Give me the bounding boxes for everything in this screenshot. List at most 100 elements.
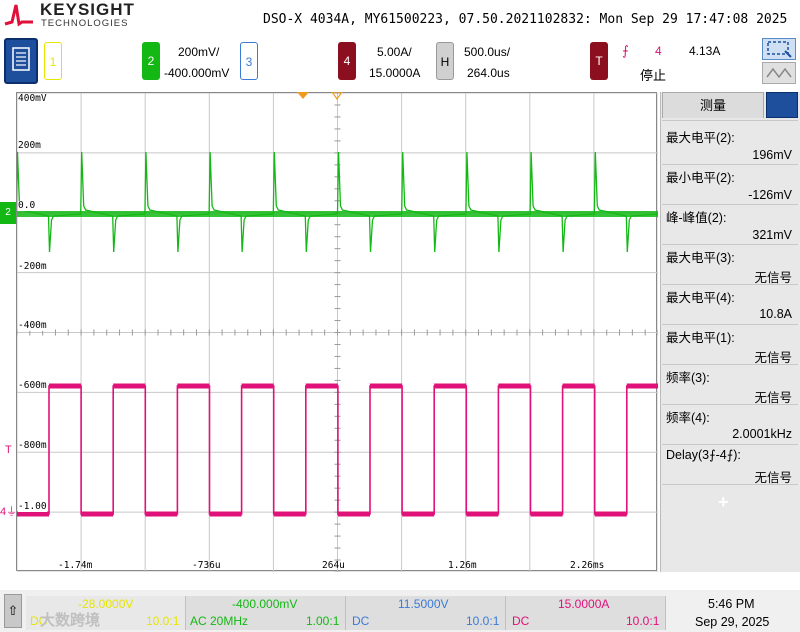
x-label-5: 2.26ms xyxy=(570,560,605,571)
meas-label-3: 峰-峰值(2): xyxy=(666,211,727,225)
waveform-icon xyxy=(766,67,792,79)
meas-separator xyxy=(662,364,798,365)
channel-1-status[interactable] xyxy=(26,596,186,630)
channel-4-offset: 15.0000A xyxy=(369,66,421,80)
ch2-offset: -400.000mV xyxy=(232,597,298,611)
trigger-level: 4.13A xyxy=(689,44,721,58)
ch4-coupling: DC xyxy=(512,614,530,628)
meas-separator xyxy=(662,324,798,325)
trigger-level-marker[interactable]: T xyxy=(5,444,12,456)
meas-label-6: 最大电平(1): xyxy=(666,331,735,345)
meas-separator xyxy=(662,444,798,445)
channel-4-button[interactable]: 4 xyxy=(338,42,356,80)
ch1-offset: -28.0000V xyxy=(78,597,134,611)
x-label-2: -736u xyxy=(192,560,221,571)
meas-label-1: 最大电平(2): xyxy=(666,131,735,145)
x-label-4: 1.26m xyxy=(448,560,477,571)
channel-4-ground-marker[interactable]: 4⏚ xyxy=(0,506,18,518)
meas-separator xyxy=(662,484,798,485)
trigger-source: 4 xyxy=(655,44,662,58)
meas-label-4: 最大电平(3): xyxy=(666,251,735,265)
meas-label-8: 频率(4): xyxy=(666,411,710,425)
meas-label-7: 频率(3): xyxy=(666,371,710,385)
trigger-position-marker-icon xyxy=(297,92,309,99)
trigger-slope-icon: ⨍ xyxy=(622,43,629,58)
time-reference-marker-icon xyxy=(331,92,343,100)
tab-other[interactable] xyxy=(766,92,798,118)
channel-3-button[interactable]: 3 xyxy=(240,42,258,80)
main-menu-button[interactable] xyxy=(4,38,38,84)
add-measurement-button[interactable]: + xyxy=(718,492,729,512)
channel-4-trace-band xyxy=(17,383,658,517)
y-label-minus200m: -200m xyxy=(18,261,47,272)
ch2-probe: 1.00:1 xyxy=(306,614,340,628)
y-label-minus800m: -800m xyxy=(18,440,47,451)
y-label-minus1: -1.00 xyxy=(18,501,47,512)
keysight-logo-icon xyxy=(4,4,33,27)
ch1-probe: 10.0:1 xyxy=(146,614,180,628)
brand-subtitle: TECHNOLOGIES xyxy=(41,18,129,29)
brand-name: KEYSIGHT xyxy=(40,0,135,19)
trigger-button[interactable]: T xyxy=(590,42,608,80)
meas-separator xyxy=(662,164,798,165)
meas-separator xyxy=(662,204,798,205)
menu-list-icon xyxy=(12,47,30,71)
zoom-button[interactable] xyxy=(762,38,796,60)
panel-divider xyxy=(662,120,798,121)
meas-separator xyxy=(662,404,798,405)
waveform-canvas xyxy=(17,93,658,572)
y-label-minus600m: -600m xyxy=(18,380,47,391)
clock-time: 5:46 PM xyxy=(708,597,755,611)
horizontal-delay: 264.0us xyxy=(467,66,510,80)
meas-value-2: -126mV xyxy=(748,188,792,202)
channel-2-button[interactable]: 2 xyxy=(142,42,160,80)
clock-date: Sep 29, 2025 xyxy=(695,615,770,629)
y-label-minus400m: -400m xyxy=(18,320,47,331)
x-label-1: -1.74m xyxy=(58,560,93,571)
horizontal-scale: 500.0us/ xyxy=(464,45,511,59)
instrument-info: DSO-X 4034A, MY61500223, 07.50.202110283… xyxy=(263,12,788,27)
meas-value-4: 无信号 xyxy=(754,271,792,285)
meas-value-8: 2.0001kHz xyxy=(732,427,792,441)
meas-value-7: 无信号 xyxy=(754,391,792,405)
acquisition-status: 停止 xyxy=(640,68,667,83)
softkey-toggle-button[interactable]: ⇧ xyxy=(4,594,22,628)
horizontal-button[interactable]: H xyxy=(436,42,454,80)
ch4-offset: 15.0000A xyxy=(558,597,610,611)
measurement-panel xyxy=(660,92,800,572)
channel-4-scale: 5.00A/ xyxy=(377,45,412,59)
ch3-probe: 10.0:1 xyxy=(466,614,500,628)
waveform-mode-button[interactable] xyxy=(762,62,796,84)
meas-value-6: 无信号 xyxy=(754,351,792,365)
channel-4-status[interactable] xyxy=(506,596,666,630)
meas-label-5: 最大电平(4): xyxy=(666,291,735,305)
channel-2-scale: 200mV/ xyxy=(178,45,220,59)
channel-4-trace xyxy=(17,385,658,515)
watermark-text: 大数跨境 xyxy=(40,612,101,629)
ch2-coupling: AC 20MHz xyxy=(190,614,249,628)
meas-value-1: 196mV xyxy=(752,148,792,162)
channel-2-status[interactable] xyxy=(186,596,346,630)
meas-separator xyxy=(662,284,798,285)
y-label-400mv: 400mV xyxy=(18,93,47,104)
waveform-display[interactable] xyxy=(16,92,658,572)
channel-2-ground-marker[interactable]: 2 xyxy=(0,202,16,224)
meas-value-9: 无信号 xyxy=(754,471,792,485)
tab-measurements[interactable]: 测量 xyxy=(662,92,764,118)
meas-label-2: 最小电平(2): xyxy=(666,171,735,185)
ch1-coupling: DC xyxy=(30,614,48,628)
x-label-3: 264u xyxy=(322,560,345,571)
channel-3-status[interactable] xyxy=(346,596,506,630)
meas-separator xyxy=(662,244,798,245)
ch4-probe: 10.0:1 xyxy=(626,614,660,628)
channel-1-button[interactable]: 1 xyxy=(44,42,62,80)
meas-value-5: 10.8A xyxy=(759,307,792,321)
meas-label-9: Delay(3⨍-4⨍): xyxy=(666,448,741,462)
ch3-coupling: DC xyxy=(352,614,370,628)
meas-value-3: 321mV xyxy=(752,228,792,242)
zoom-box-icon xyxy=(767,41,792,58)
channel-2-offset: -400.000mV xyxy=(164,66,230,80)
y-label-200m: 200m xyxy=(18,140,41,151)
ch3-offset: 11.5000V xyxy=(398,597,449,611)
y-label-0: 0.0 xyxy=(18,200,36,211)
